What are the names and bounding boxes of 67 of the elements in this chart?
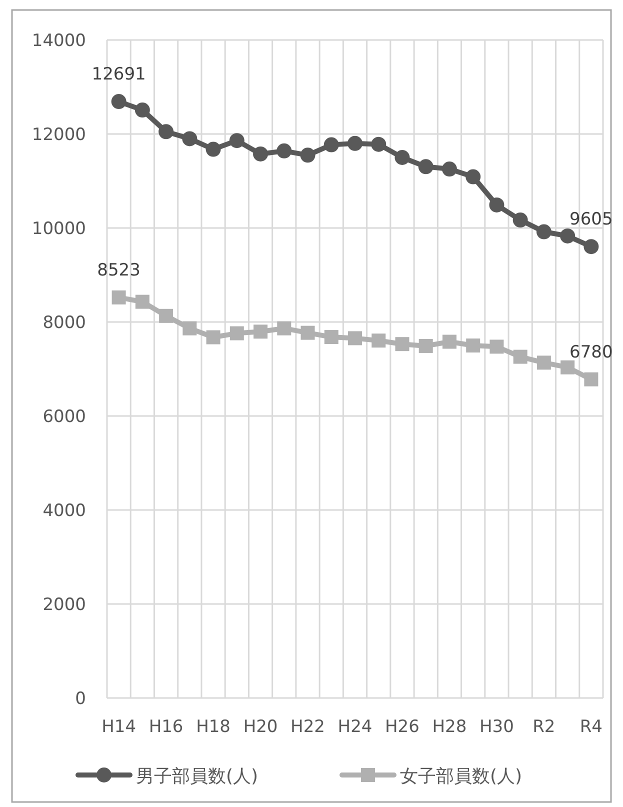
point bbox=[442, 162, 457, 177]
point bbox=[348, 136, 362, 151]
point bbox=[300, 326, 315, 340]
point bbox=[348, 331, 362, 346]
point bbox=[112, 290, 126, 304]
point bbox=[135, 294, 150, 309]
point bbox=[418, 338, 433, 353]
point bbox=[466, 169, 481, 184]
point bbox=[418, 159, 434, 174]
point bbox=[560, 228, 576, 244]
legend-label: 女子部員数(人) bbox=[400, 766, 522, 787]
point bbox=[277, 321, 292, 336]
y-tick-label: 12000 bbox=[32, 125, 86, 145]
legend-label: 男子部員数(人) bbox=[136, 766, 258, 787]
point bbox=[489, 197, 504, 212]
x-tick-label: H18 bbox=[196, 717, 230, 737]
point bbox=[253, 146, 268, 162]
point bbox=[230, 326, 244, 340]
point bbox=[229, 133, 244, 148]
point bbox=[512, 212, 528, 228]
point bbox=[536, 224, 552, 240]
point bbox=[324, 137, 339, 152]
point bbox=[536, 356, 551, 370]
point bbox=[206, 142, 221, 157]
point bbox=[206, 330, 220, 344]
x-tick-label: H22 bbox=[290, 717, 325, 737]
x-tick-label: H30 bbox=[480, 717, 514, 737]
y-tick-label: 14000 bbox=[32, 31, 86, 51]
point bbox=[395, 337, 410, 352]
x-tick-label: H20 bbox=[243, 717, 278, 737]
point bbox=[372, 334, 386, 348]
point bbox=[513, 350, 528, 364]
y-tick-label: 8000 bbox=[42, 313, 86, 333]
x-tick-label: R2 bbox=[532, 717, 556, 737]
point bbox=[182, 131, 198, 146]
point bbox=[324, 330, 338, 344]
data-label: 6780 bbox=[570, 342, 613, 362]
point bbox=[394, 150, 410, 165]
point bbox=[182, 321, 197, 336]
y-tick-label: 4000 bbox=[42, 501, 86, 521]
x-tick-label: H16 bbox=[148, 717, 184, 737]
point bbox=[111, 94, 126, 110]
x-tick-label: H26 bbox=[385, 717, 420, 737]
data-label: 12691 bbox=[92, 64, 146, 85]
point bbox=[300, 148, 316, 163]
x-tick-label: H24 bbox=[338, 717, 372, 737]
point bbox=[276, 143, 292, 158]
point bbox=[584, 372, 598, 386]
point bbox=[442, 334, 456, 349]
point bbox=[490, 340, 504, 354]
x-tick-label: H14 bbox=[102, 717, 136, 737]
y-tick-label: 10000 bbox=[32, 219, 86, 239]
point bbox=[560, 360, 575, 374]
point bbox=[134, 102, 150, 118]
data-label: 9605 bbox=[570, 210, 613, 230]
data-label: 8523 bbox=[97, 260, 140, 280]
x-tick-label: R4 bbox=[580, 717, 603, 737]
point bbox=[466, 338, 480, 352]
point bbox=[159, 308, 174, 323]
point bbox=[254, 324, 268, 339]
point bbox=[371, 136, 386, 152]
point bbox=[584, 239, 599, 254]
y-tick-label: 2000 bbox=[42, 595, 86, 615]
x-tick-label: H28 bbox=[432, 717, 467, 737]
y-tick-label: 6000 bbox=[42, 407, 86, 427]
y-tick-label: 0 bbox=[75, 689, 86, 709]
point bbox=[158, 124, 174, 140]
